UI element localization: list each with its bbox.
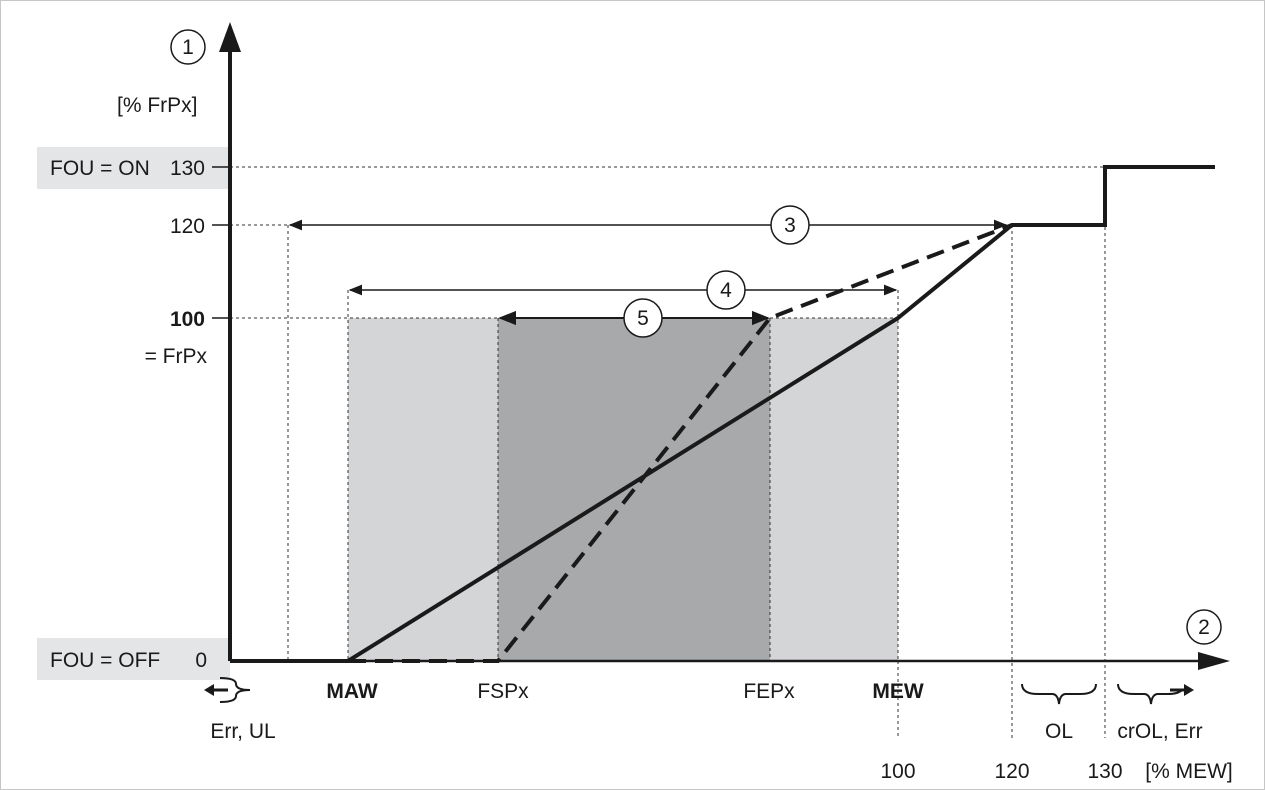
fou-on-label: FOU = ON xyxy=(50,157,150,180)
y-axis-unit-label: [% FrPx] xyxy=(117,94,198,117)
svg-text:1: 1 xyxy=(182,36,194,59)
underload-brace-icon xyxy=(204,677,251,703)
fou-on-label-bg xyxy=(37,147,230,189)
y-tick-frpx: = FrPx xyxy=(145,345,208,368)
y-axis-marker-circle: 1 xyxy=(170,29,206,65)
svg-text:2: 2 xyxy=(1198,616,1210,639)
critical-overload-brace-icon xyxy=(1117,683,1194,705)
svg-text:5: 5 xyxy=(637,307,649,330)
callout-circle-3: 3 xyxy=(770,205,810,245)
callout-circle-4: 4 xyxy=(706,270,746,310)
y-tick-100: 100 xyxy=(170,308,205,331)
x-point-maw: MAW xyxy=(326,680,378,703)
x-axis-arrowhead xyxy=(1198,652,1230,670)
fou-off-label-bg xyxy=(37,638,230,680)
region-label-ol: OL xyxy=(1045,720,1073,743)
x-point-fepx: FEPx xyxy=(743,680,795,703)
overload-brace-icon xyxy=(1021,683,1097,705)
x-point-mew: MEW xyxy=(872,680,924,703)
x-tick-120: 120 xyxy=(994,760,1029,783)
callout-circle-5: 5 xyxy=(623,298,663,338)
svg-text:3: 3 xyxy=(784,214,796,237)
y-tick-130: 130 xyxy=(170,157,205,180)
x-axis-unit-label: [% MEW] xyxy=(1145,760,1233,783)
x-axis-marker-circle: 2 xyxy=(1186,609,1222,645)
y-tick-120: 120 xyxy=(170,215,205,238)
svg-text:4: 4 xyxy=(720,279,732,302)
y-tick-0: 0 xyxy=(195,649,207,672)
dashed-scaled-characteristic-line xyxy=(348,223,1013,663)
x-tick-100: 100 xyxy=(880,760,915,783)
y-axis-arrowhead xyxy=(219,22,241,52)
region-label-crol-err: crOL, Err xyxy=(1117,720,1202,743)
region-label-err-ul: Err, UL xyxy=(210,720,275,743)
fou-off-label: FOU = OFF xyxy=(50,649,160,672)
x-tick-130: 130 xyxy=(1087,760,1122,783)
x-point-fspx: FSPx xyxy=(477,680,529,703)
y-axis-ticks xyxy=(212,166,230,319)
